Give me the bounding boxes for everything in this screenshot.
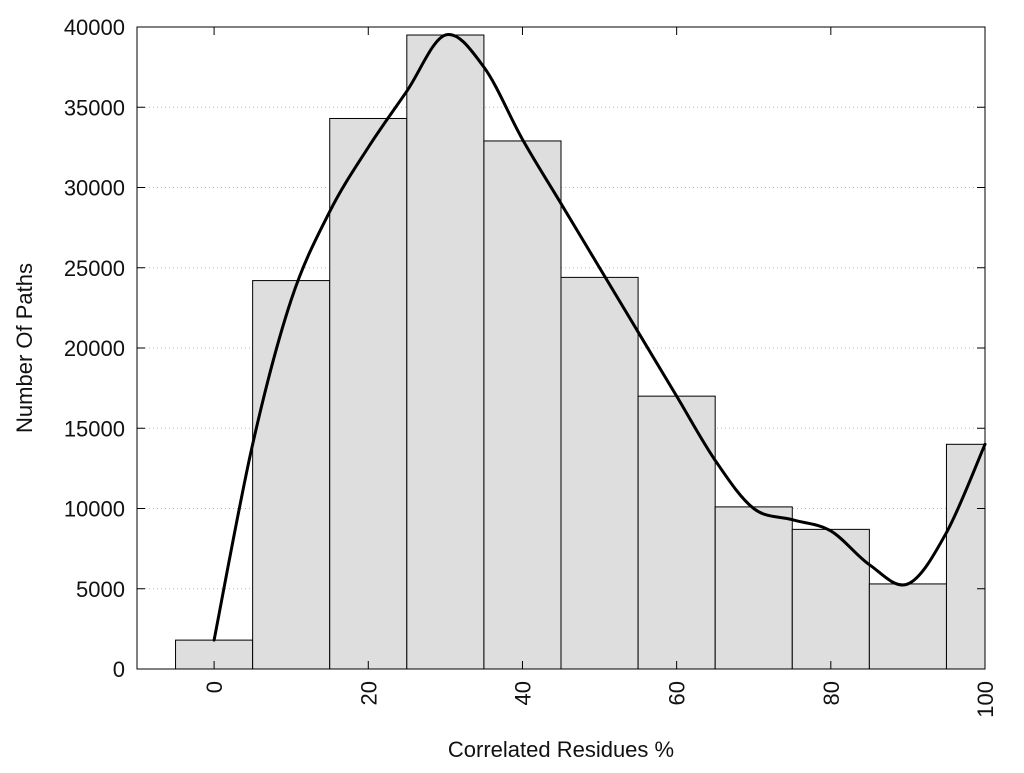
x-tick-label: 0 [202, 681, 227, 693]
curve-layer [212, 33, 987, 642]
histogram-bar [945, 443, 986, 670]
bars-layer [175, 34, 986, 670]
x-tick-label: 60 [665, 681, 690, 705]
histogram-bar [329, 117, 408, 670]
y-axis-title: Number Of Paths [12, 263, 37, 433]
histogram-bar [868, 583, 947, 670]
x-tick-label: 40 [510, 681, 535, 705]
y-tick-label: 25000 [64, 256, 125, 281]
histogram-bar [252, 280, 331, 670]
histogram-bar [483, 140, 562, 670]
y-tick-label: 5000 [76, 577, 125, 602]
x-tick-label: 20 [356, 681, 381, 705]
y-tick-label: 15000 [64, 416, 125, 441]
x-axis: 0 20 40 60 80 100 [202, 27, 998, 718]
x-tick-label: 100 [973, 681, 998, 718]
y-tick-label: 10000 [64, 497, 125, 522]
y-tick-label: 40000 [64, 15, 125, 40]
x-axis-title: Correlated Residues % [448, 737, 674, 762]
density-curve [212, 33, 987, 642]
y-axis: 0 5000 10000 15000 20000 25000 30000 35000 40000 [64, 15, 985, 682]
y-tick-label: 20000 [64, 336, 125, 361]
y-tick-label: 0 [113, 657, 125, 682]
histogram-bar [406, 34, 485, 670]
y-tick-label: 30000 [64, 176, 125, 201]
x-tick-label: 80 [819, 681, 844, 705]
histogram-bar [637, 395, 716, 670]
histogram-bar [560, 276, 639, 670]
histogram-bar [791, 528, 870, 670]
histogram-bar [714, 506, 793, 670]
y-tick-label: 35000 [64, 95, 125, 120]
